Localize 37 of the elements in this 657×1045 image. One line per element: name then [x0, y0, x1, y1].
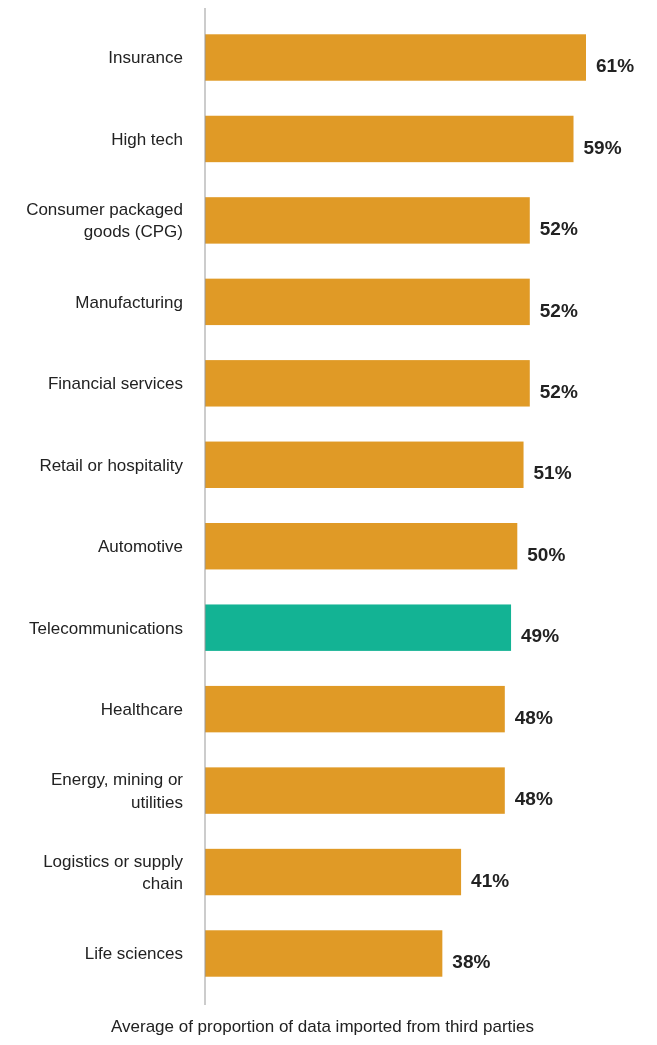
y-tick-label: Consumer packaged goods (CPG) — [26, 200, 183, 242]
bar — [205, 604, 512, 651]
y-tick-label: Energy, mining or utilities — [51, 770, 184, 812]
bar — [205, 34, 586, 81]
data-label: 49% — [521, 625, 560, 647]
x-axis-title: Average of proportion of data imported from third parties — [110, 1017, 535, 1036]
y-tick-label: Logistics or supply chain — [43, 851, 184, 894]
bar — [205, 685, 505, 733]
data-label: 48% — [514, 706, 553, 728]
bar — [205, 930, 443, 977]
bar — [205, 441, 524, 488]
data-label: 52% — [539, 299, 578, 321]
y-tick-label: Insurance — [108, 48, 183, 68]
data-label: 38% — [452, 951, 491, 973]
y-tick-label: Life sciences — [84, 944, 183, 964]
data-label: 51% — [533, 462, 572, 484]
y-tick-label: Financial services — [47, 374, 183, 394]
y-tick-label: High tech — [111, 129, 183, 149]
y-tick-label: Manufacturing — [75, 292, 183, 312]
bar — [205, 523, 518, 570]
data-label: 61% — [596, 55, 635, 77]
data-label: 52% — [539, 380, 578, 402]
bar — [205, 360, 530, 407]
bar — [205, 278, 530, 326]
data-label: 48% — [514, 788, 553, 810]
bar — [205, 848, 462, 896]
bar — [205, 197, 530, 244]
data-label: 50% — [527, 543, 566, 565]
y-tick-label: Healthcare — [100, 700, 183, 720]
bar — [205, 115, 574, 163]
bar — [205, 767, 505, 814]
data-label: 52% — [539, 218, 578, 240]
y-tick-label: Retail or hospitality — [39, 455, 184, 475]
y-tick-label: Automotive — [97, 537, 183, 557]
data-label: 59% — [583, 136, 622, 158]
y-tick-label: Telecommunications — [28, 618, 183, 638]
data-label: 41% — [471, 869, 510, 891]
